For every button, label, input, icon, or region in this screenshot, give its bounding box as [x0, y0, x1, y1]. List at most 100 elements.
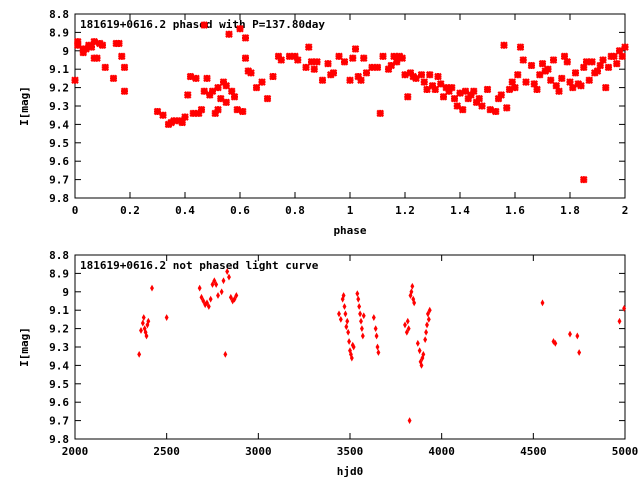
data-point	[200, 87, 209, 96]
data-point	[390, 52, 398, 61]
data-points	[137, 268, 627, 425]
data-point	[447, 83, 456, 92]
data-point	[228, 293, 233, 301]
data-point	[101, 63, 110, 72]
data-point	[358, 310, 363, 318]
data-point	[186, 72, 195, 81]
data-point	[236, 24, 244, 33]
data-point	[392, 58, 401, 66]
data-point	[208, 295, 213, 303]
data-point	[200, 21, 209, 29]
y-tick-label: 9.8	[49, 433, 69, 446]
data-point	[398, 54, 407, 62]
data-point	[622, 304, 627, 312]
data-point	[500, 41, 508, 50]
data-point	[285, 52, 294, 61]
data-point	[467, 91, 475, 99]
data-point	[263, 94, 272, 103]
data-point	[406, 325, 411, 333]
data-point	[621, 43, 629, 51]
data-point	[291, 52, 299, 61]
data-point	[428, 81, 437, 90]
data-point	[373, 63, 382, 72]
data-point	[318, 76, 327, 85]
data-point	[519, 56, 528, 64]
data-point	[201, 297, 206, 305]
data-point	[71, 76, 79, 85]
data-point	[575, 332, 580, 340]
data-point	[347, 338, 352, 345]
data-point	[458, 105, 467, 114]
data-point	[214, 83, 222, 92]
data-point	[596, 61, 605, 70]
y-tick-label: 9.3	[49, 341, 69, 354]
data-point	[93, 54, 101, 62]
data-point	[221, 277, 226, 285]
y-tick-label: 8.9	[49, 26, 69, 39]
data-point	[216, 292, 220, 299]
x-tick-label: 1	[347, 204, 354, 217]
data-point	[497, 91, 506, 99]
data-point	[150, 284, 154, 292]
x-tick-label: 0.4	[175, 204, 195, 217]
data-point	[277, 56, 286, 64]
data-point	[374, 332, 379, 340]
data-point	[568, 83, 577, 92]
data-point	[324, 59, 332, 68]
data-point	[425, 70, 434, 79]
data-point	[423, 336, 428, 344]
data-point	[453, 102, 462, 110]
data-point	[376, 109, 385, 118]
data-point	[232, 295, 237, 303]
data-point	[588, 58, 596, 66]
data-point	[502, 104, 511, 112]
data-point	[553, 339, 558, 347]
data-point	[362, 69, 371, 77]
data-point	[387, 61, 396, 70]
data-point	[464, 94, 473, 103]
data-point	[486, 105, 495, 114]
data-point	[346, 76, 354, 85]
y-tick-label: 9.1	[49, 63, 69, 76]
data-point	[82, 45, 90, 53]
data-point	[159, 111, 167, 119]
data-point	[212, 277, 217, 285]
data-point	[593, 67, 602, 75]
data-point	[409, 288, 414, 296]
data-point	[557, 74, 566, 83]
data-point	[140, 319, 145, 327]
y-tick-label: 9.1	[49, 304, 69, 317]
data-point	[241, 34, 250, 42]
data-point	[342, 303, 347, 310]
data-point	[403, 321, 407, 329]
x-tick-label: 2500	[153, 445, 180, 458]
data-point	[612, 59, 621, 68]
data-point	[568, 330, 572, 338]
data-point	[406, 69, 415, 77]
data-point	[425, 310, 430, 318]
data-point	[141, 314, 146, 321]
data-point	[197, 105, 206, 114]
data-point	[579, 63, 588, 72]
data-point	[540, 299, 545, 307]
data-point	[233, 105, 242, 114]
y-tick-label: 9.6	[49, 155, 69, 168]
y-tick-label: 9.6	[49, 396, 69, 409]
data-point	[120, 63, 129, 72]
data-point	[417, 347, 422, 355]
data-point	[90, 37, 99, 46]
data-point	[225, 268, 230, 275]
data-point	[420, 78, 429, 86]
data-point	[73, 41, 82, 50]
data-point	[566, 78, 574, 86]
y-axis-label: I[mag]	[18, 327, 31, 367]
data-point	[79, 48, 88, 57]
data-point	[354, 72, 363, 81]
data-point	[426, 315, 431, 323]
data-point	[199, 293, 204, 301]
data-point	[223, 350, 228, 358]
data-point	[343, 310, 348, 318]
data-point	[555, 87, 563, 96]
x-tick-label: 3500	[337, 445, 364, 458]
data-point	[359, 317, 363, 325]
